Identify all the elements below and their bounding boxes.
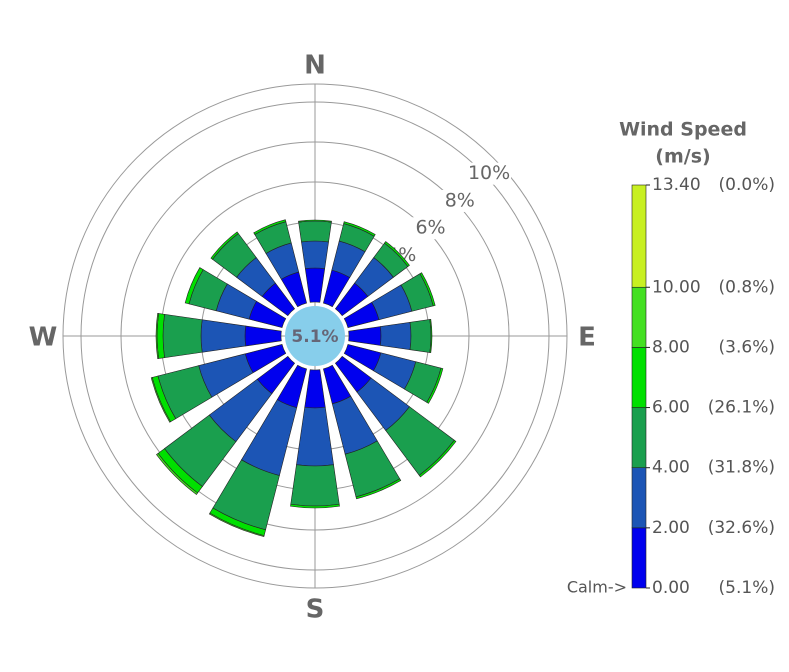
wind-sector	[208, 512, 265, 537]
legend-percent: (5.1%)	[719, 578, 775, 598]
wind-sector	[296, 406, 334, 467]
legend-swatch	[631, 184, 647, 288]
wind-sector	[155, 312, 159, 360]
legend-percent: (32.6%)	[708, 518, 775, 538]
wind-sector	[298, 220, 332, 243]
r-tick-label: 8%	[445, 189, 475, 211]
wind-sector	[290, 503, 340, 509]
legend-tick-label: 0.00	[652, 578, 690, 598]
wind-sector	[301, 240, 329, 270]
compass-label: S	[306, 595, 325, 625]
wind-sector	[426, 367, 444, 404]
legend-swatch	[631, 467, 647, 529]
wind-sector	[290, 464, 340, 507]
legend-tick-label: 13.40	[652, 175, 701, 195]
wind-sector	[150, 377, 171, 423]
legend-percent: (0.8%)	[719, 277, 775, 297]
tick-label-bg	[467, 162, 512, 185]
legend-percent: (3.6%)	[719, 337, 775, 357]
legend-tick-label: 2.00	[652, 518, 690, 538]
wind-sector	[343, 221, 376, 237]
compass-label: W	[29, 323, 58, 353]
legend-percent: (26.1%)	[708, 398, 775, 418]
wind-sector	[253, 219, 287, 235]
r-tick-label: 6%	[415, 217, 445, 239]
legend-swatch	[631, 347, 647, 408]
wind-sector	[418, 439, 457, 478]
wind-sector	[244, 325, 282, 347]
legend-percent: (0.0%)	[719, 175, 775, 195]
wind-sector	[304, 369, 326, 409]
legend-tick-label: 8.00	[652, 337, 690, 357]
legend-title: Wind Speed	[619, 119, 747, 141]
compass-label: N	[304, 51, 326, 81]
wind-sector	[304, 267, 326, 303]
legend-tick-label: 10.00	[652, 277, 701, 297]
calm-label: 5.1%	[291, 327, 338, 347]
calm-legend-label: Calm->	[567, 578, 627, 597]
wind-sector	[200, 319, 247, 353]
legend-percent: (31.8%)	[708, 458, 775, 478]
tick-label-bg	[437, 189, 482, 212]
legend-tick-label: 6.00	[652, 398, 690, 418]
wind-sector	[210, 231, 239, 260]
wind-sector	[162, 313, 203, 359]
legend-title: (m/s)	[655, 146, 710, 168]
legend-swatch	[631, 527, 647, 589]
legend-swatch	[631, 286, 647, 348]
wind-sector	[184, 267, 204, 305]
calm-circle	[285, 306, 345, 366]
compass-label: E	[578, 323, 596, 353]
tick-label-bg	[408, 217, 453, 240]
wind-sector	[409, 319, 432, 353]
wind-sector	[348, 326, 382, 346]
wind-sector	[419, 272, 436, 307]
r-tick-label: 10%	[468, 162, 510, 184]
wind-sector	[156, 452, 199, 495]
wind-sector	[429, 318, 433, 354]
legend-swatch	[631, 407, 647, 469]
wind-sector	[384, 241, 410, 267]
wind-sector	[298, 219, 332, 223]
legend-tick-label: 4.00	[652, 458, 690, 478]
wind-sector	[355, 478, 402, 500]
wind-sector	[379, 321, 412, 351]
